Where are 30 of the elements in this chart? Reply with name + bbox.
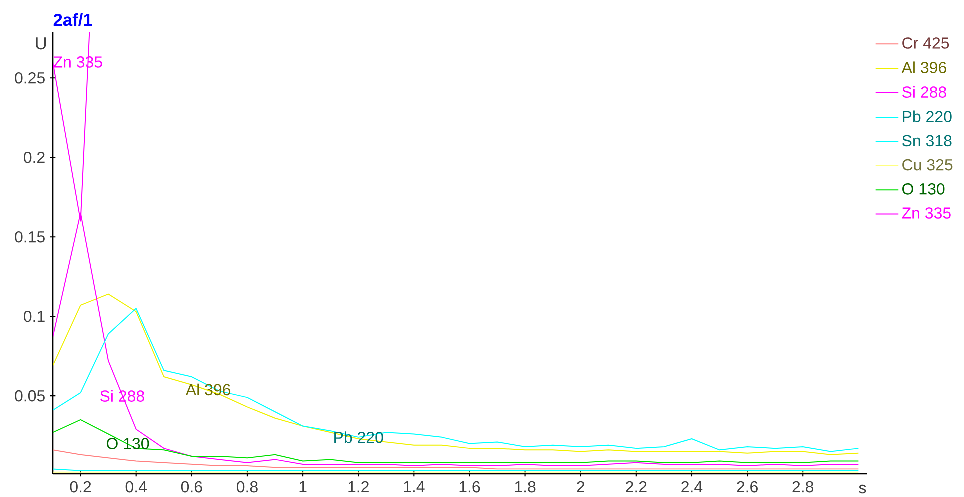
x-tick-label: 1.6 xyxy=(460,481,480,493)
y-tick-label: 0.2 xyxy=(24,152,45,164)
x-tick-label: 2 xyxy=(577,481,584,493)
x-tick-label: 1.2 xyxy=(348,481,369,493)
legend-label: Sn 318 xyxy=(902,135,952,147)
legend-label: Cu 325 xyxy=(902,159,953,171)
y-tick-label: 0.15 xyxy=(15,231,45,243)
legend-label: Pb 220 xyxy=(903,110,952,122)
x-tick-label: 1.4 xyxy=(404,481,425,492)
legend-label: Zn 335 xyxy=(902,208,951,219)
x-tick-label: 0.4 xyxy=(126,481,147,493)
chart-title: 2af/1 xyxy=(54,13,92,26)
x-tick-label: 2.2 xyxy=(626,481,647,493)
x-tick-label: 1.8 xyxy=(515,481,536,493)
x-tick-label: 0.2 xyxy=(70,481,92,493)
x-axis-title: s xyxy=(859,484,866,494)
y-tick-label: 0.25 xyxy=(15,72,45,84)
x-tick-label: 2.8 xyxy=(792,481,814,493)
legend-label: Al 396 xyxy=(902,62,946,74)
y-tick-label: 0.05 xyxy=(15,390,45,402)
x-tick-label: 0.6 xyxy=(181,481,202,493)
y-axis-title: U xyxy=(36,38,46,50)
x-tick-label: 1 xyxy=(300,481,307,492)
x-tick-label: 0.8 xyxy=(236,481,258,493)
x-tick-label: 2.4 xyxy=(682,481,703,493)
x-tick-label: 2.6 xyxy=(737,481,758,493)
y-tick-label: 0.1 xyxy=(24,310,45,322)
legend-label: Cr 425 xyxy=(902,38,950,49)
legend-label: O 130 xyxy=(902,184,945,195)
legend-label: Si 288 xyxy=(902,86,946,98)
